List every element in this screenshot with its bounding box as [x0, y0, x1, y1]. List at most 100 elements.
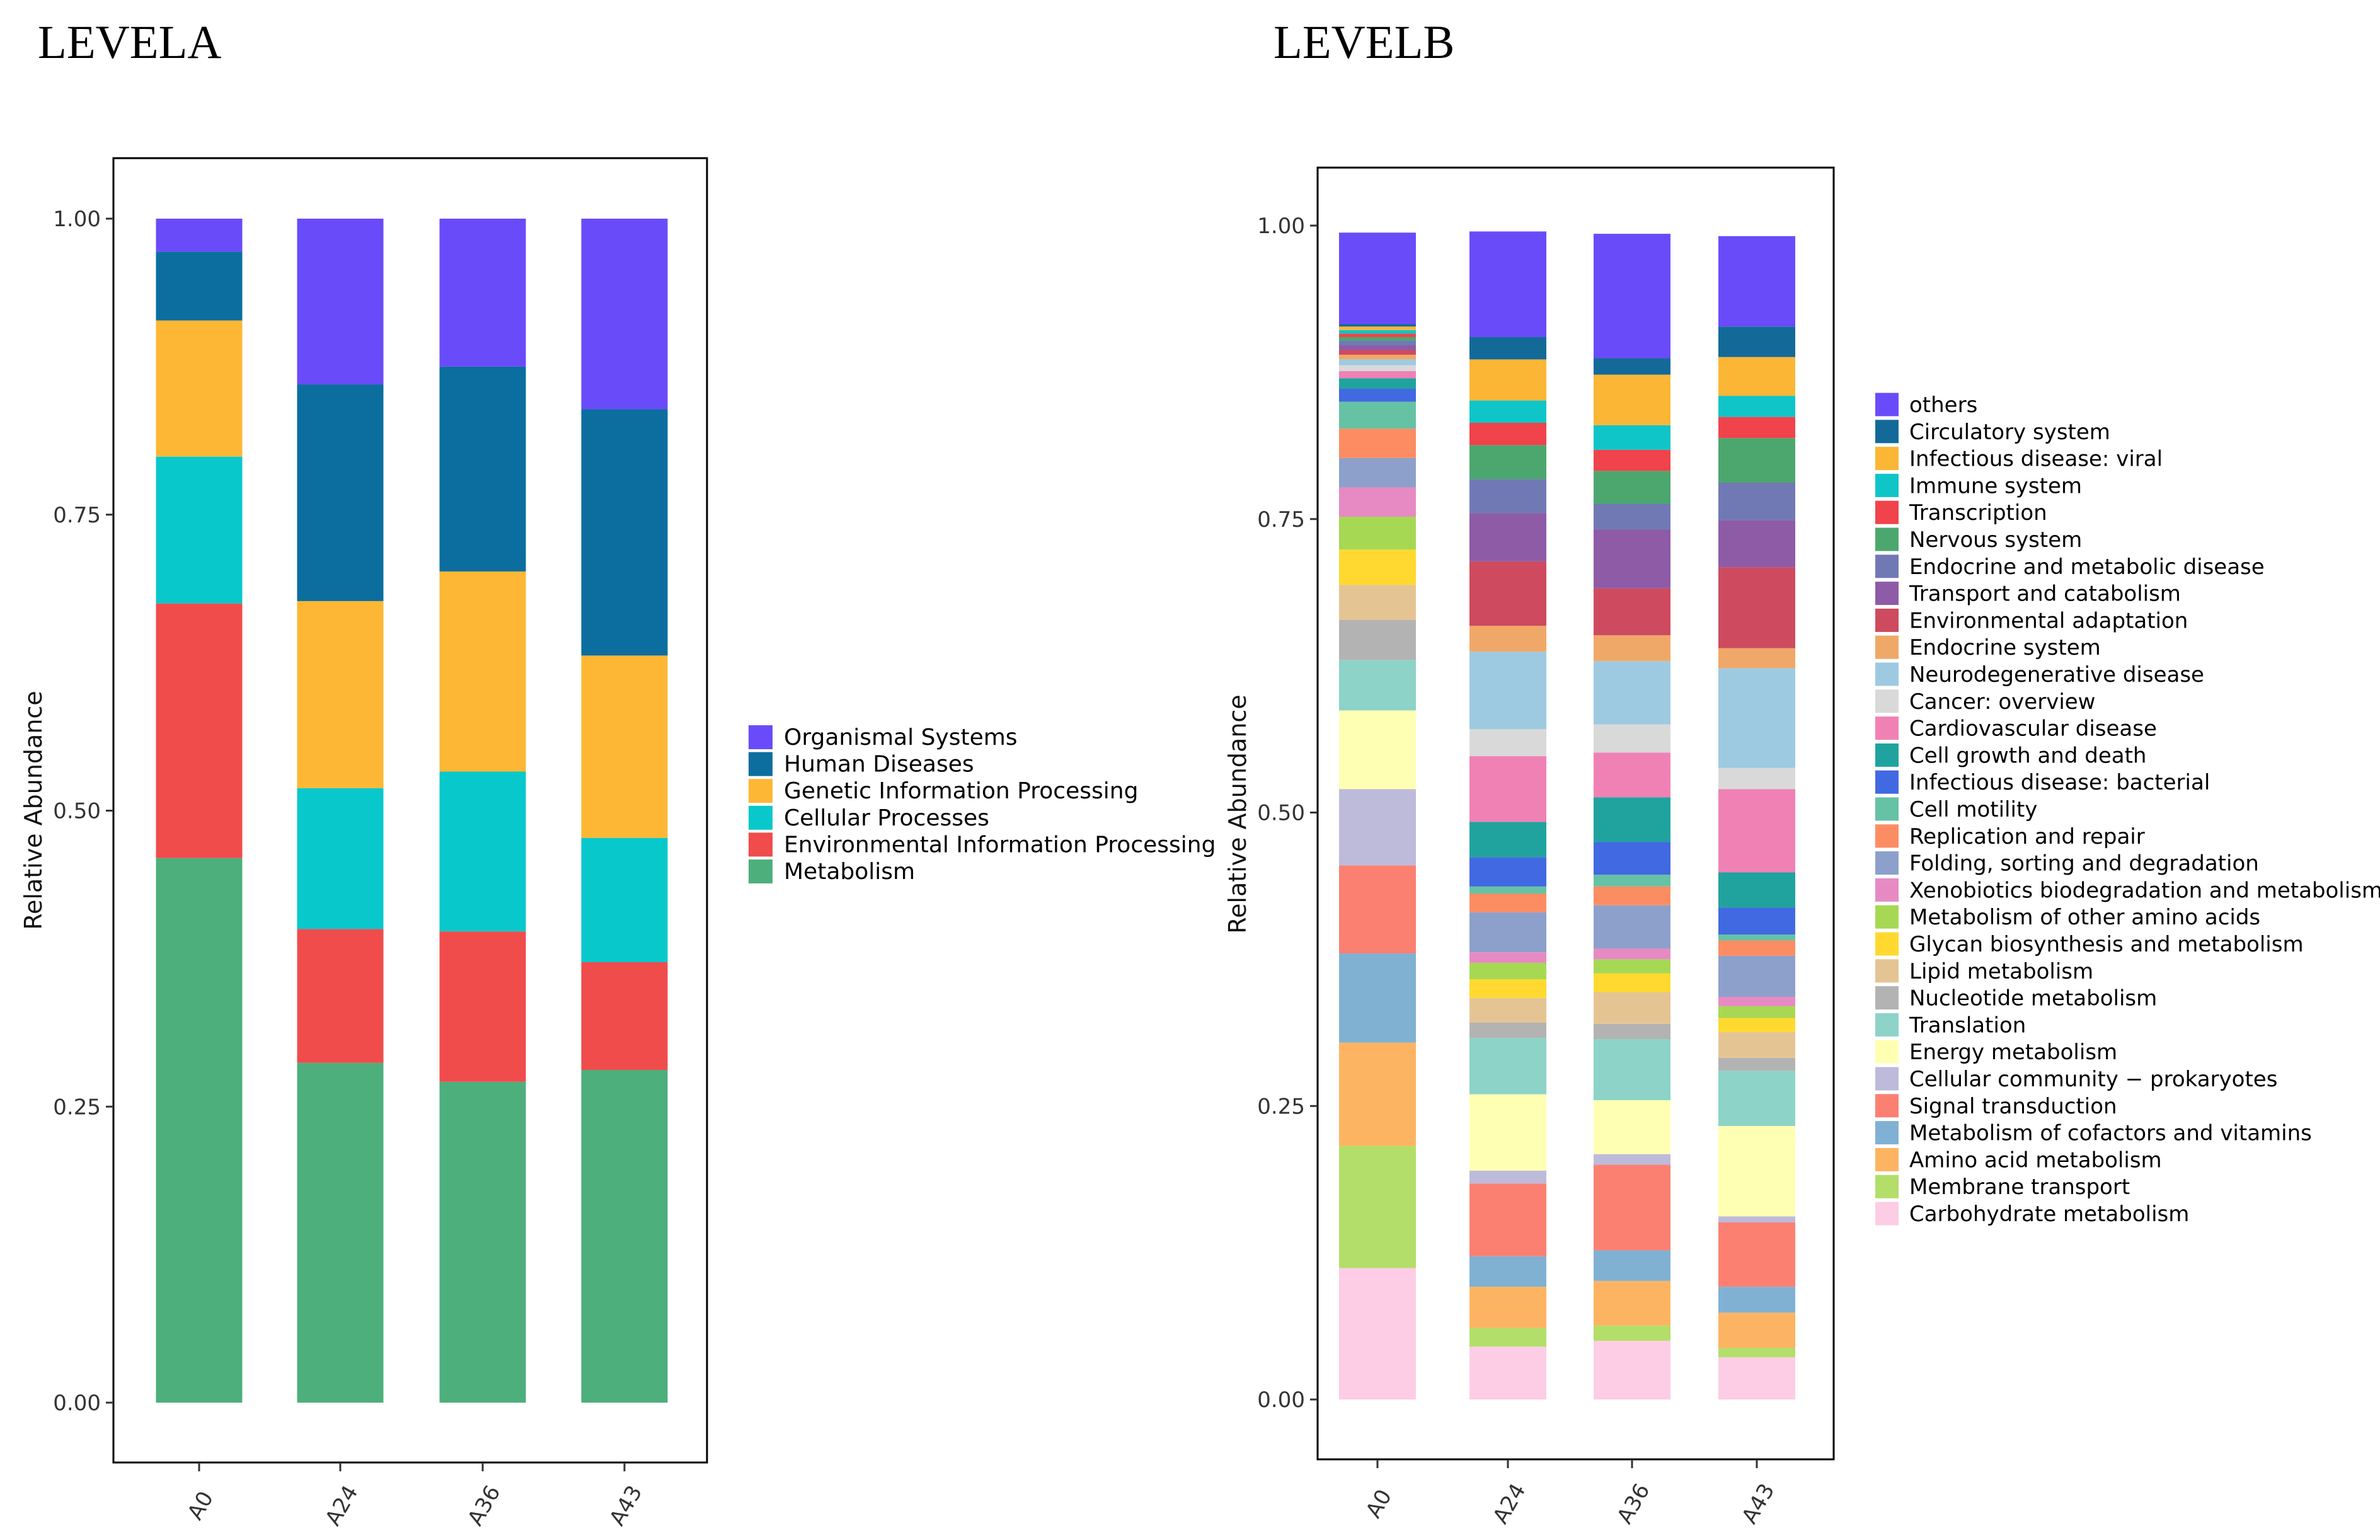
chart-a-legend-swatch-environmental-information-processing	[749, 832, 773, 857]
chart-b-legend-swatch-endocrine-system	[1875, 635, 1899, 659]
chart-b-bar-segment-glycan-biosynthesis-and-metabolism	[1339, 549, 1416, 585]
chart-a-bar-segment-genetic-information-processing	[297, 600, 384, 788]
chart-b-legend-swatch-lipid-metabolism	[1875, 959, 1899, 983]
chart-b-bar-segment-glycan-biosynthesis-and-metabolism	[1469, 979, 1546, 998]
chart-b-bar-segment-nervous-system	[1469, 445, 1546, 480]
chart-b-bar-segment-circulatory-system	[1718, 326, 1795, 357]
chart-a-bars	[156, 219, 668, 1403]
chart-b-legend-label-endocrine-system: Endocrine system	[1909, 635, 2101, 660]
chart-b-legend-label-signal-transduction: Signal transduction	[1909, 1094, 2117, 1119]
chart-b-bar-segment-cell-motility	[1339, 401, 1416, 429]
chart-b-bar-segment-cell-growth-and-death	[1594, 797, 1670, 842]
chart-b-bar-segment-neurodegenerative-disease	[1469, 652, 1546, 730]
chart-b-bar-segment-energy-metabolism	[1469, 1094, 1546, 1171]
chart-b-legend-swatch-infectious-disease-viral	[1875, 447, 1899, 471]
chart-b-bar-segment-folding-sorting-and-degradation	[1594, 905, 1670, 949]
chart-b-bar-segment-cell-motility	[1594, 875, 1670, 887]
chart-b-legend-label-cardiovascular-disease: Cardiovascular disease	[1909, 716, 2157, 742]
chart-b-bar-segment-signal-transduction	[1469, 1183, 1546, 1256]
chart-b-bar-segment-lipid-metabolism	[1718, 1031, 1795, 1058]
chart-b-bar-segment-carbohydrate-metabolism	[1469, 1347, 1546, 1399]
chart-b-bar-segment-transport-and-catabolism	[1594, 529, 1670, 589]
chart-b-bar-segment-lipid-metabolism	[1594, 992, 1670, 1024]
chart-b-bar-segment-cellular-community-prokaryotes	[1339, 789, 1416, 866]
chart-a-bar-segment-metabolism	[156, 858, 243, 1403]
chart-b-legend-swatch-infectious-disease-bacterial	[1875, 770, 1899, 794]
chart-b-bar-segment-glycan-biosynthesis-and-metabolism	[1718, 1018, 1795, 1032]
chart-b-bar-segment-neurodegenerative-disease	[1339, 359, 1416, 365]
chart-b-y-ticks: 0.00 0.25 0.50 0.75 1.00	[1257, 214, 1318, 1413]
chart-a-x-tick-label: A43	[605, 1481, 648, 1531]
chart-a-legend-swatch-metabolism	[749, 859, 773, 883]
chart-b-bar-segment-replication-and-repair	[1718, 940, 1795, 956]
chart-b-bar-segment-others	[1469, 231, 1546, 337]
chart-a-x-ticks: A0 A24 A36 A43	[183, 1462, 647, 1530]
chart-a-y-ticks: 0.00 0.25 0.50 0.75 1.00	[53, 207, 113, 1416]
chart-b-legend-swatch-neurodegenerative-disease	[1875, 662, 1899, 686]
chart-b-bar-segment-membrane-transport	[1718, 1348, 1795, 1357]
chart-a-legend-swatch-human-diseases	[749, 752, 773, 776]
chart-b-bar-segment-endocrine-system	[1594, 635, 1670, 662]
chart-b-bar-segment-environmental-adaptation	[1718, 567, 1795, 648]
chart-b-bar-segment-cell-growth-and-death	[1718, 872, 1795, 908]
chart-b-bar-segment-metabolism-of-other-amino-acids	[1594, 959, 1670, 974]
chart-b-bar-segment-transcription	[1718, 417, 1795, 439]
chart-b-bar-segment-carbohydrate-metabolism	[1339, 1268, 1416, 1399]
chart-a-bar-segment-environmental-information-processing	[581, 962, 668, 1071]
chart-b-bar-segment-lipid-metabolism	[1469, 997, 1546, 1023]
chart-b-bar-segment-neurodegenerative-disease	[1718, 668, 1795, 768]
chart-b-bar-segment-signal-transduction	[1594, 1164, 1670, 1251]
chart-a-bar-segment-human-diseases	[297, 384, 384, 601]
chart-b-legend-swatch-cardiovascular-disease	[1875, 716, 1899, 740]
chart-b-bar-segment-transcription	[1469, 422, 1546, 445]
chart-b-x-ticks: A0 A24 A36 A43	[1361, 1459, 1779, 1528]
chart-b-legend-swatch-cellular-community-prokaryotes	[1875, 1067, 1899, 1091]
chart-b-bar-stack-a24	[1469, 231, 1546, 1399]
chart-b-x-tick-label: A43	[1737, 1480, 1780, 1529]
chart-b-bar-segment-immune-system	[1339, 330, 1416, 334]
chart-b-bar-segment-energy-metabolism	[1594, 1100, 1670, 1154]
chart-a: LEVELA Relative Abundance 0.000.250.500.…	[20, 16, 1216, 1530]
chart-b-legend-label-neurodegenerative-disease: Neurodegenerative disease	[1909, 662, 2204, 687]
chart-b-bar-segment-signal-transduction	[1718, 1222, 1795, 1287]
chart-b-bar-segment-cell-growth-and-death	[1469, 822, 1546, 858]
chart-b-x-tick-label: A24	[1488, 1480, 1531, 1529]
chart-b-bar-segment-endocrine-and-metabolic-disease	[1718, 482, 1795, 520]
chart-b-legend-swatch-metabolism-of-other-amino-acids	[1875, 905, 1899, 929]
chart-a-bar-segment-metabolism	[581, 1070, 668, 1403]
chart-a-x-tick-label: A0	[183, 1487, 219, 1524]
chart-b-bar-segment-infectious-disease-viral	[1718, 357, 1795, 396]
chart-a-y-tick-label: 0.25	[53, 1095, 101, 1120]
chart-b-bar-segment-replication-and-repair	[1339, 428, 1416, 458]
chart-b-legend-swatch-energy-metabolism	[1875, 1040, 1899, 1064]
chart-a-legend-label-human-diseases: Human Diseases	[784, 752, 974, 778]
chart-b-bar-segment-metabolism-of-other-amino-acids	[1469, 962, 1546, 980]
chart-b-bar-segment-metabolism-of-cofactors-and-vitamins	[1339, 953, 1416, 1043]
chart-b-bar-segment-circulatory-system	[1469, 336, 1546, 360]
chart-b-legend-label-cellular-community-prokaryotes: Cellular community − prokaryotes	[1909, 1067, 2277, 1092]
chart-b-legend-swatch-membrane-transport	[1875, 1175, 1899, 1198]
chart-b-bar-segment-cell-motility	[1469, 886, 1546, 894]
chart-b-bar-segment-transcription	[1594, 449, 1670, 471]
chart-b-legend-label-infectious-disease-viral: Infectious disease: viral	[1909, 447, 2163, 472]
chart-a-bar-segment-environmental-information-processing	[297, 929, 384, 1063]
chart-b: LEVELB Relative Abundance 0.000.250.500.…	[1224, 16, 2380, 1528]
chart-b-bar-segment-cellular-community-prokaryotes	[1469, 1170, 1546, 1184]
chart-b-legend-label-transcription: Transcription	[1909, 500, 2047, 526]
chart-b-legend-swatch-replication-and-repair	[1875, 824, 1899, 848]
chart-a-bar-stack-a36	[439, 219, 526, 1403]
chart-b-bar-segment-cellular-community-prokaryotes	[1594, 1154, 1670, 1165]
chart-b-bar-segment-cardiovascular-disease	[1718, 789, 1795, 873]
chart-a-bar-segment-metabolism	[439, 1081, 526, 1403]
chart-b-bar-segment-environmental-adaptation	[1339, 350, 1416, 355]
chart-a-bar-segment-cellular-processes	[581, 837, 668, 963]
chart-b-bar-segment-xenobiotics-biodegradation-and-metabolism	[1339, 487, 1416, 517]
chart-b-legend-swatch-signal-transduction	[1875, 1094, 1899, 1118]
chart-b-legend-label-metabolism-of-other-amino-acids: Metabolism of other amino acids	[1909, 905, 2260, 930]
chart-b-legend-swatch-metabolism-of-cofactors-and-vitamins	[1875, 1121, 1899, 1145]
chart-a-x-tick-label: A36	[463, 1481, 506, 1531]
chart-b-bar-segment-carbohydrate-metabolism	[1594, 1340, 1670, 1399]
chart-b-bar-segment-endocrine-system	[1339, 354, 1416, 360]
